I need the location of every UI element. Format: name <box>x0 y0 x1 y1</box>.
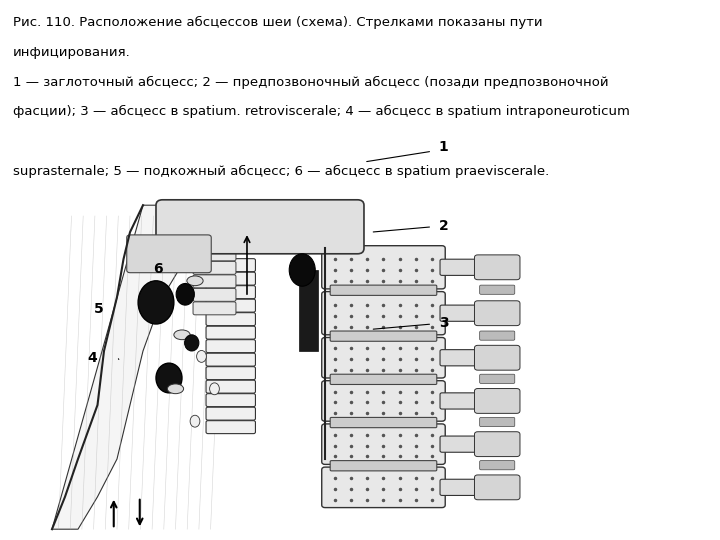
FancyBboxPatch shape <box>322 424 445 464</box>
Text: 2: 2 <box>438 219 449 233</box>
FancyBboxPatch shape <box>440 480 480 496</box>
FancyBboxPatch shape <box>474 389 520 414</box>
FancyBboxPatch shape <box>474 432 520 457</box>
FancyBboxPatch shape <box>474 255 520 280</box>
FancyBboxPatch shape <box>322 246 445 289</box>
FancyBboxPatch shape <box>193 302 236 315</box>
FancyBboxPatch shape <box>193 275 236 288</box>
Ellipse shape <box>289 254 315 286</box>
FancyBboxPatch shape <box>206 326 256 339</box>
FancyBboxPatch shape <box>474 346 520 370</box>
FancyBboxPatch shape <box>330 417 437 428</box>
Text: 6: 6 <box>153 262 163 276</box>
FancyBboxPatch shape <box>206 299 256 312</box>
FancyBboxPatch shape <box>193 207 236 220</box>
FancyBboxPatch shape <box>206 407 256 420</box>
FancyBboxPatch shape <box>440 259 480 275</box>
FancyBboxPatch shape <box>206 353 256 366</box>
FancyBboxPatch shape <box>206 394 256 407</box>
FancyBboxPatch shape <box>474 475 520 500</box>
Ellipse shape <box>174 330 190 340</box>
FancyBboxPatch shape <box>440 393 480 409</box>
Text: 1 — заглоточный абсцесс; 2 — предпозвоночный абсцесс (позади предпозвоночной: 1 — заглоточный абсцесс; 2 — предпозвоно… <box>13 76 608 89</box>
Ellipse shape <box>184 335 199 351</box>
FancyBboxPatch shape <box>193 221 236 234</box>
FancyBboxPatch shape <box>322 467 445 508</box>
FancyBboxPatch shape <box>474 301 520 326</box>
FancyBboxPatch shape <box>193 248 236 261</box>
Ellipse shape <box>190 415 200 427</box>
Text: фасции); 3 — абсцесс в spatium. retroviscerale; 4 — абсцесс в spatium intraponeu: фасции); 3 — абсцесс в spatium. retrovis… <box>13 105 630 118</box>
Ellipse shape <box>156 363 182 393</box>
FancyBboxPatch shape <box>206 286 256 299</box>
FancyBboxPatch shape <box>206 272 256 285</box>
FancyBboxPatch shape <box>480 461 515 470</box>
FancyBboxPatch shape <box>480 285 515 294</box>
FancyBboxPatch shape <box>440 305 480 321</box>
FancyBboxPatch shape <box>480 417 515 427</box>
Ellipse shape <box>138 281 174 324</box>
Ellipse shape <box>187 276 203 286</box>
FancyBboxPatch shape <box>330 374 437 384</box>
Ellipse shape <box>197 350 207 362</box>
FancyBboxPatch shape <box>193 288 236 301</box>
Text: 5: 5 <box>94 302 104 316</box>
FancyBboxPatch shape <box>127 235 211 273</box>
Bar <box>299 270 318 351</box>
FancyBboxPatch shape <box>480 374 515 383</box>
FancyBboxPatch shape <box>156 200 364 254</box>
Ellipse shape <box>167 384 184 394</box>
FancyBboxPatch shape <box>330 461 437 471</box>
Text: Рис. 110. Расположение абсцессов шеи (схема). Стрелками показаны пути: Рис. 110. Расположение абсцессов шеи (сх… <box>13 16 543 29</box>
FancyBboxPatch shape <box>206 367 256 380</box>
FancyBboxPatch shape <box>322 292 445 335</box>
FancyBboxPatch shape <box>193 234 236 247</box>
Ellipse shape <box>210 383 220 395</box>
Text: 3: 3 <box>438 316 449 330</box>
FancyBboxPatch shape <box>13 205 637 529</box>
FancyBboxPatch shape <box>330 331 437 341</box>
FancyBboxPatch shape <box>206 340 256 353</box>
FancyBboxPatch shape <box>330 285 437 295</box>
FancyBboxPatch shape <box>322 338 445 378</box>
FancyBboxPatch shape <box>480 331 515 340</box>
FancyBboxPatch shape <box>440 436 480 453</box>
FancyBboxPatch shape <box>440 350 480 366</box>
Text: suprasternale; 5 — подкожный абсцесс; 6 — абсцесс в spatium praeviscerale.: suprasternale; 5 — подкожный абсцесс; 6 … <box>13 165 549 178</box>
FancyBboxPatch shape <box>206 421 256 434</box>
Text: инфицирования.: инфицирования. <box>13 46 131 59</box>
Polygon shape <box>52 205 228 529</box>
FancyBboxPatch shape <box>206 259 256 272</box>
FancyBboxPatch shape <box>322 381 445 421</box>
Text: 1: 1 <box>438 140 449 154</box>
FancyBboxPatch shape <box>206 380 256 393</box>
FancyBboxPatch shape <box>193 261 236 274</box>
FancyBboxPatch shape <box>206 313 256 326</box>
Ellipse shape <box>176 284 194 305</box>
Text: 4: 4 <box>88 351 97 365</box>
